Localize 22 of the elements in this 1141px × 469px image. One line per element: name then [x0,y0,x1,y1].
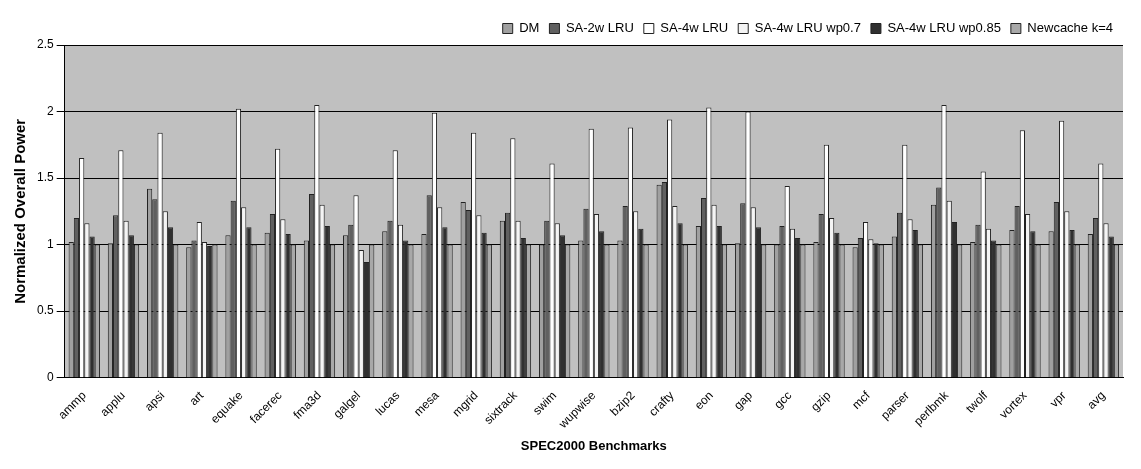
x-axis-title: SPEC2000 Benchmarks [520,437,667,453]
x-tick-label: gcc [771,388,795,412]
legend-label: SA-4w LRU wp0.7 [754,20,861,36]
y-tick-label: 1 [46,236,54,251]
legend-label: DM [519,20,540,36]
y-axis-title: Normalized Overall Power [11,118,29,304]
legend-label: SA-2w LRU [565,20,634,36]
x-tick-label: art [186,387,207,409]
legend-label: SA-4w LRU wp0.85 [887,20,1001,36]
y-tick-label: 2.5 [36,37,54,52]
y-tick-label: 0 [46,369,54,384]
x-tick-label: avg [1084,388,1108,412]
y-tick-label: 0.5 [36,303,54,318]
legend-label: Newcache k=4 [1027,20,1114,36]
x-tick-label: gzip [808,388,834,414]
x-tick-label: eon [691,388,716,413]
legend-label: SA-4w LRU [660,20,729,36]
x-tick-label: vpr [1046,388,1069,411]
y-tick-label: 1.5 [36,170,54,185]
x-tick-label: mcf [849,387,874,412]
x-tick-label: gap [731,388,756,413]
y-tick-label: 2 [46,103,54,118]
